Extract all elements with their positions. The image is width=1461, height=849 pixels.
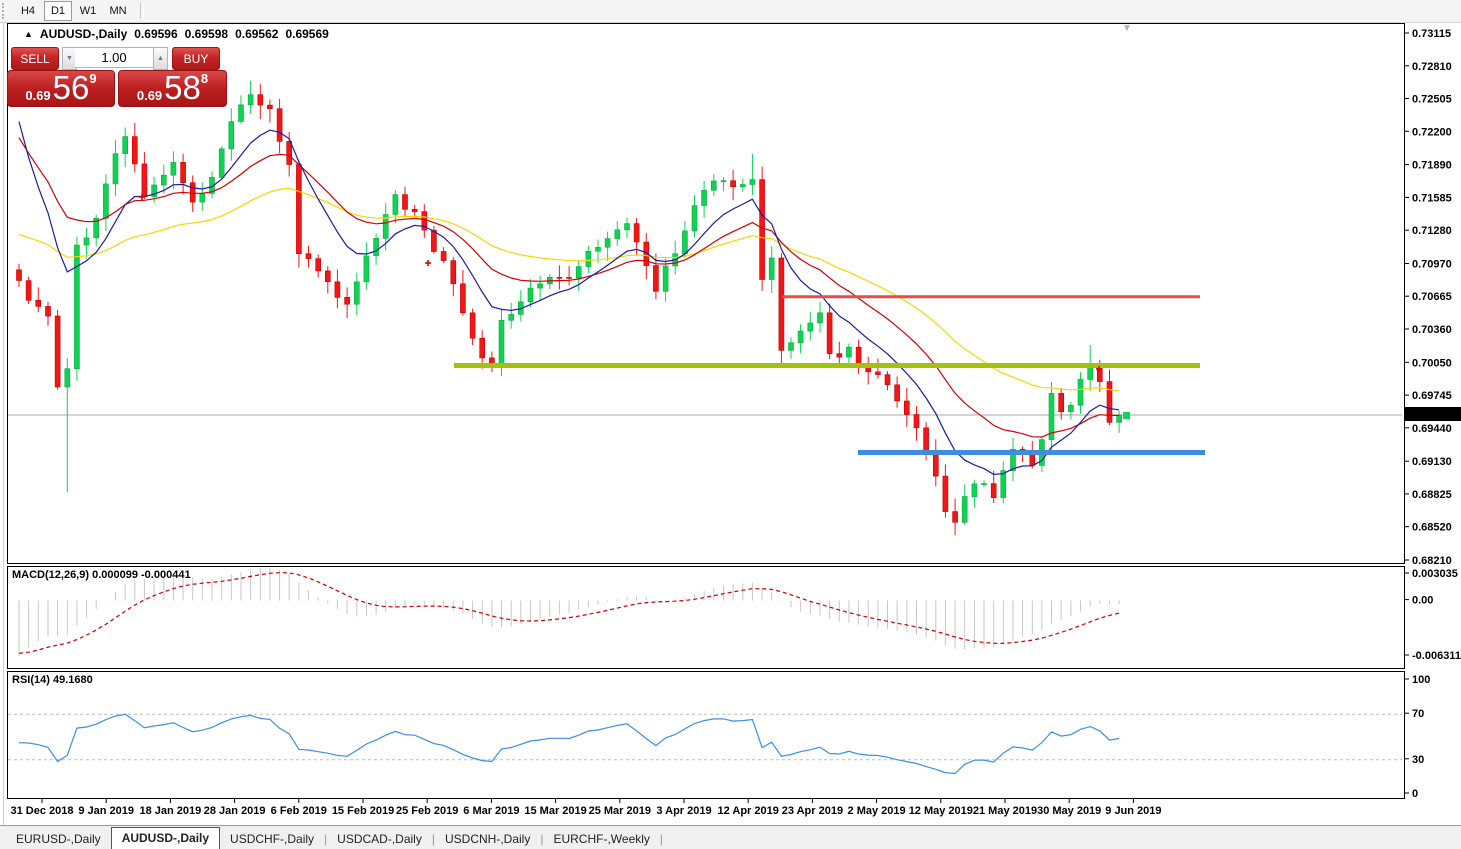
tab-separator: | [431,832,435,846]
rsi-indicator-pane[interactable]: RSI(14) 49.1680 [7,671,1405,799]
sell-price-main: 56 [52,69,90,106]
toolbar-grip-handle[interactable] [2,3,8,19]
tab-separator: | [659,832,664,846]
tab-eurchf-weekly[interactable]: EURCHF-,Weekly [553,832,650,846]
buy-price-main: 58 [164,69,201,106]
tab-usdcad-daily[interactable]: USDCAD-,Daily [337,832,422,846]
svg-text:0.69440: 0.69440 [1412,423,1452,435]
sell-price-prefix: 0.69 [25,88,51,103]
sell-price-display[interactable]: 0.69 56 9 [7,70,115,107]
ohlc-high: 0.69598 [184,27,229,41]
price-axis[interactable]: 0.73115 0.72810 0.72505 0.72200 0.71890 0.715… [1405,22,1461,800]
buy-price-display[interactable]: 0.69 58 8 [118,70,227,107]
svg-text:6 Mar 2019: 6 Mar 2019 [463,805,519,817]
svg-text:23 Apr 2019: 23 Apr 2019 [782,805,843,817]
svg-text:25 Mar 2019: 25 Mar 2019 [589,805,651,817]
svg-text:30: 30 [1412,754,1424,766]
svg-text:0.68210: 0.68210 [1412,555,1452,567]
svg-text:0.72505: 0.72505 [1412,94,1452,106]
ohlc-open: 0.69596 [134,27,178,41]
svg-text:0.71280: 0.71280 [1412,225,1452,237]
svg-text:25 Feb 2019: 25 Feb 2019 [396,805,458,817]
svg-text:70: 70 [1412,708,1424,720]
svg-text:0.69130: 0.69130 [1412,456,1452,468]
volume-input[interactable] [75,47,153,68]
tab-separator: | [540,832,544,846]
svg-text:12 Apr 2019: 12 Apr 2019 [718,805,779,817]
svg-text:0.73115: 0.73115 [1412,28,1451,40]
svg-text:0.69569: 0.69569 [1412,409,1452,421]
svg-text:0.72200: 0.72200 [1412,126,1452,138]
svg-text:9 Jan 2019: 9 Jan 2019 [78,805,134,817]
tab-separator: | [324,832,328,846]
svg-text:15 Feb 2019: 15 Feb 2019 [332,805,394,817]
chart-title: ▲ AUDUSD-,Daily 0.69596 0.69598 0.69562 … [24,27,329,41]
ohlc-close: 0.69569 [285,27,329,41]
svg-text:0.68520: 0.68520 [1412,522,1452,534]
svg-text:0.71585: 0.71585 [1412,192,1452,204]
svg-text:0.70665: 0.70665 [1412,291,1452,303]
tab-usdcnh-daily[interactable]: USDCNH-,Daily [444,832,531,846]
buy-button[interactable]: BUY [172,47,220,70]
svg-text:9 Jun 2019: 9 Jun 2019 [1105,805,1161,817]
timeframe-button-d1[interactable]: D1 [44,1,72,21]
window-edge-line [3,22,4,849]
sell-button[interactable]: SELL [11,47,59,70]
timeframe-button-h4[interactable]: H4 [20,5,36,17]
timeframe-button-w1[interactable]: W1 [79,5,97,17]
svg-text:0.71890: 0.71890 [1412,160,1452,172]
sell-price-pip: 9 [89,71,97,86]
buy-price-pip: 8 [200,71,209,86]
svg-text:28 Jan 2019: 28 Jan 2019 [204,805,266,817]
one-click-collapse-icon[interactable]: ▲ [24,28,33,39]
svg-text:3 Apr 2019: 3 Apr 2019 [656,805,711,817]
svg-text:12 May 2019: 12 May 2019 [909,805,973,817]
volume-increase-button[interactable]: ▲ [153,47,168,70]
macd-indicator-pane[interactable]: MACD(12,26,9) 0.000099 -0.000441 [7,566,1405,669]
svg-text:21 May 2019: 21 May 2019 [973,805,1037,817]
svg-text:0.003035: 0.003035 [1412,568,1458,580]
tab-eurusd-daily[interactable]: EURUSD-,Daily [16,832,101,846]
svg-text:0.00: 0.00 [1412,595,1433,607]
svg-text:0.68825: 0.68825 [1412,489,1452,501]
tab-audusd-daily[interactable]: AUDUSD-,Daily [110,827,221,849]
svg-text:0.70360: 0.70360 [1412,324,1452,336]
timeframe-button-mn[interactable]: MN [109,5,127,17]
svg-text:0.70970: 0.70970 [1412,259,1452,271]
svg-text:15 Mar 2019: 15 Mar 2019 [524,805,586,817]
svg-text:100: 100 [1412,674,1430,686]
svg-text:18 Jan 2019: 18 Jan 2019 [140,805,202,817]
main-price-chart[interactable] [7,23,1405,564]
toolbar-separator [140,3,144,19]
chart-tab-bar: EURUSD-,Daily AUDUSD-,Daily USDCHF-,Dail… [0,825,1461,849]
svg-text:0.70050: 0.70050 [1412,357,1452,369]
svg-text:0: 0 [1412,788,1418,800]
rsi-label: RSI(14) 49.1680 [12,674,93,686]
svg-text:2 May 2019: 2 May 2019 [848,805,906,817]
ohlc-low: 0.69562 [235,27,279,41]
chart-symbol: AUDUSD-,Daily [39,27,128,41]
timeframe-toolbar: H4 D1 W1 MN [0,0,1461,23]
date-axis[interactable]: 31 Dec 2018 9 Jan 2019 18 Jan 2019 28 Jan 2… [7,799,1405,824]
svg-text:0.72810: 0.72810 [1412,61,1452,73]
svg-text:31 Dec 2018: 31 Dec 2018 [11,805,74,817]
tab-usdchf-daily[interactable]: USDCHF-,Daily [230,832,315,846]
buy-price-prefix: 0.69 [136,88,163,103]
svg-text:6 Feb 2019: 6 Feb 2019 [271,805,327,817]
svg-text:-0.006311: -0.006311 [1412,650,1461,662]
svg-text:30 May 2019: 30 May 2019 [1037,805,1101,817]
chart-shift-icon[interactable]: ▼ [1122,23,1132,34]
svg-text:0.69745: 0.69745 [1412,390,1452,402]
macd-label: MACD(12,26,9) 0.000099 -0.000441 [12,569,191,581]
